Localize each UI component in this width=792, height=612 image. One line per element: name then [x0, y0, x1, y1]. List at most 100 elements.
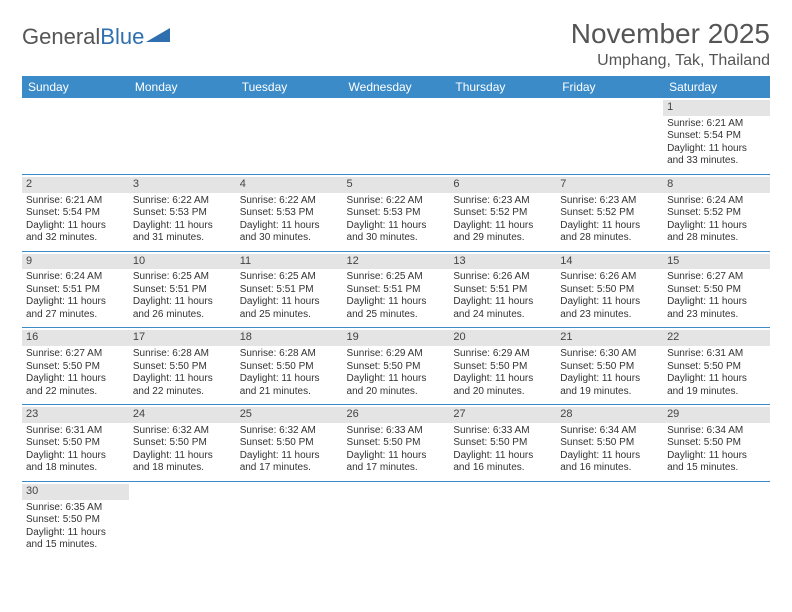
- daylight-text: and 31 minutes.: [133, 232, 232, 245]
- sunset-text: Sunset: 5:50 PM: [667, 437, 766, 450]
- calendar-row: 16Sunrise: 6:27 AMSunset: 5:50 PMDayligh…: [22, 328, 770, 405]
- sunset-text: Sunset: 5:51 PM: [347, 284, 446, 297]
- calendar-cell: [556, 98, 663, 174]
- day-header: Tuesday: [236, 76, 343, 98]
- logo-text-general: General: [22, 24, 100, 50]
- sunrise-text: Sunrise: 6:22 AM: [240, 195, 339, 208]
- calendar-cell: 23Sunrise: 6:31 AMSunset: 5:50 PMDayligh…: [22, 405, 129, 482]
- sunset-text: Sunset: 5:51 PM: [240, 284, 339, 297]
- calendar-cell: 20Sunrise: 6:29 AMSunset: 5:50 PMDayligh…: [449, 328, 556, 405]
- daylight-text: and 30 minutes.: [347, 232, 446, 245]
- daylight-text: Daylight: 11 hours: [453, 296, 552, 309]
- daylight-text: and 20 minutes.: [453, 386, 552, 399]
- calendar-cell: 2Sunrise: 6:21 AMSunset: 5:54 PMDaylight…: [22, 174, 129, 251]
- daylight-text: Daylight: 11 hours: [26, 296, 125, 309]
- day-header: Monday: [129, 76, 236, 98]
- sunset-text: Sunset: 5:50 PM: [26, 361, 125, 374]
- daylight-text: and 19 minutes.: [560, 386, 659, 399]
- calendar-body: 1Sunrise: 6:21 AMSunset: 5:54 PMDaylight…: [22, 98, 770, 558]
- sunset-text: Sunset: 5:53 PM: [133, 207, 232, 220]
- day-header: Saturday: [663, 76, 770, 98]
- daylight-text: Daylight: 11 hours: [240, 450, 339, 463]
- sunrise-text: Sunrise: 6:23 AM: [453, 195, 552, 208]
- calendar-cell: 21Sunrise: 6:30 AMSunset: 5:50 PMDayligh…: [556, 328, 663, 405]
- sunset-text: Sunset: 5:51 PM: [26, 284, 125, 297]
- month-title: November 2025: [571, 18, 770, 50]
- day-number: 7: [556, 177, 663, 193]
- sunrise-text: Sunrise: 6:23 AM: [560, 195, 659, 208]
- daylight-text: Daylight: 11 hours: [133, 220, 232, 233]
- sunrise-text: Sunrise: 6:32 AM: [133, 425, 232, 438]
- day-number: 12: [343, 254, 450, 270]
- daylight-text: Daylight: 11 hours: [453, 373, 552, 386]
- calendar-table: SundayMondayTuesdayWednesdayThursdayFrid…: [22, 76, 770, 558]
- daylight-text: Daylight: 11 hours: [240, 296, 339, 309]
- calendar-cell: 6Sunrise: 6:23 AMSunset: 5:52 PMDaylight…: [449, 174, 556, 251]
- sunrise-text: Sunrise: 6:22 AM: [347, 195, 446, 208]
- daylight-text: and 18 minutes.: [26, 462, 125, 475]
- daylight-text: Daylight: 11 hours: [453, 220, 552, 233]
- day-number: 30: [22, 484, 129, 500]
- daylight-text: Daylight: 11 hours: [347, 220, 446, 233]
- day-number: 4: [236, 177, 343, 193]
- calendar-cell: 12Sunrise: 6:25 AMSunset: 5:51 PMDayligh…: [343, 251, 450, 328]
- sunrise-text: Sunrise: 6:33 AM: [347, 425, 446, 438]
- daylight-text: and 33 minutes.: [667, 155, 766, 168]
- day-number: 24: [129, 407, 236, 423]
- daylight-text: and 23 minutes.: [560, 309, 659, 322]
- daylight-text: Daylight: 11 hours: [667, 143, 766, 156]
- day-number: 1: [663, 100, 770, 116]
- sunset-text: Sunset: 5:50 PM: [560, 361, 659, 374]
- calendar-cell: [129, 481, 236, 557]
- logo-text-blue: Blue: [100, 24, 144, 50]
- calendar-cell: 8Sunrise: 6:24 AMSunset: 5:52 PMDaylight…: [663, 174, 770, 251]
- calendar-cell: 7Sunrise: 6:23 AMSunset: 5:52 PMDaylight…: [556, 174, 663, 251]
- calendar-cell: 17Sunrise: 6:28 AMSunset: 5:50 PMDayligh…: [129, 328, 236, 405]
- daylight-text: and 26 minutes.: [133, 309, 232, 322]
- day-header: Sunday: [22, 76, 129, 98]
- sunset-text: Sunset: 5:50 PM: [26, 437, 125, 450]
- calendar-cell: 1Sunrise: 6:21 AMSunset: 5:54 PMDaylight…: [663, 98, 770, 174]
- calendar-cell: 22Sunrise: 6:31 AMSunset: 5:50 PMDayligh…: [663, 328, 770, 405]
- day-number: 22: [663, 330, 770, 346]
- day-number: 6: [449, 177, 556, 193]
- calendar-row: 30Sunrise: 6:35 AMSunset: 5:50 PMDayligh…: [22, 481, 770, 557]
- sunset-text: Sunset: 5:51 PM: [453, 284, 552, 297]
- sunrise-text: Sunrise: 6:25 AM: [347, 271, 446, 284]
- sunrise-text: Sunrise: 6:26 AM: [453, 271, 552, 284]
- day-number: 19: [343, 330, 450, 346]
- daylight-text: and 16 minutes.: [560, 462, 659, 475]
- day-number: 25: [236, 407, 343, 423]
- calendar-cell: 29Sunrise: 6:34 AMSunset: 5:50 PMDayligh…: [663, 405, 770, 482]
- sunrise-text: Sunrise: 6:35 AM: [26, 502, 125, 515]
- sunrise-text: Sunrise: 6:32 AM: [240, 425, 339, 438]
- sunrise-text: Sunrise: 6:24 AM: [26, 271, 125, 284]
- sunrise-text: Sunrise: 6:22 AM: [133, 195, 232, 208]
- daylight-text: Daylight: 11 hours: [347, 296, 446, 309]
- calendar-cell: [556, 481, 663, 557]
- daylight-text: Daylight: 11 hours: [453, 450, 552, 463]
- daylight-text: and 20 minutes.: [347, 386, 446, 399]
- sunrise-text: Sunrise: 6:33 AM: [453, 425, 552, 438]
- sunrise-text: Sunrise: 6:34 AM: [560, 425, 659, 438]
- day-number: 21: [556, 330, 663, 346]
- calendar-cell: 16Sunrise: 6:27 AMSunset: 5:50 PMDayligh…: [22, 328, 129, 405]
- sunset-text: Sunset: 5:50 PM: [133, 361, 232, 374]
- calendar-row: 9Sunrise: 6:24 AMSunset: 5:51 PMDaylight…: [22, 251, 770, 328]
- calendar-cell: 24Sunrise: 6:32 AMSunset: 5:50 PMDayligh…: [129, 405, 236, 482]
- day-number: 11: [236, 254, 343, 270]
- calendar-row: 2Sunrise: 6:21 AMSunset: 5:54 PMDaylight…: [22, 174, 770, 251]
- sunset-text: Sunset: 5:50 PM: [667, 284, 766, 297]
- day-number: 26: [343, 407, 450, 423]
- sunset-text: Sunset: 5:53 PM: [347, 207, 446, 220]
- sunrise-text: Sunrise: 6:31 AM: [26, 425, 125, 438]
- day-number: 28: [556, 407, 663, 423]
- calendar-cell: [22, 98, 129, 174]
- calendar-cell: [449, 481, 556, 557]
- sunset-text: Sunset: 5:50 PM: [667, 361, 766, 374]
- daylight-text: and 29 minutes.: [453, 232, 552, 245]
- daylight-text: and 17 minutes.: [347, 462, 446, 475]
- calendar-cell: [343, 98, 450, 174]
- calendar-cell: 30Sunrise: 6:35 AMSunset: 5:50 PMDayligh…: [22, 481, 129, 557]
- calendar-cell: 13Sunrise: 6:26 AMSunset: 5:51 PMDayligh…: [449, 251, 556, 328]
